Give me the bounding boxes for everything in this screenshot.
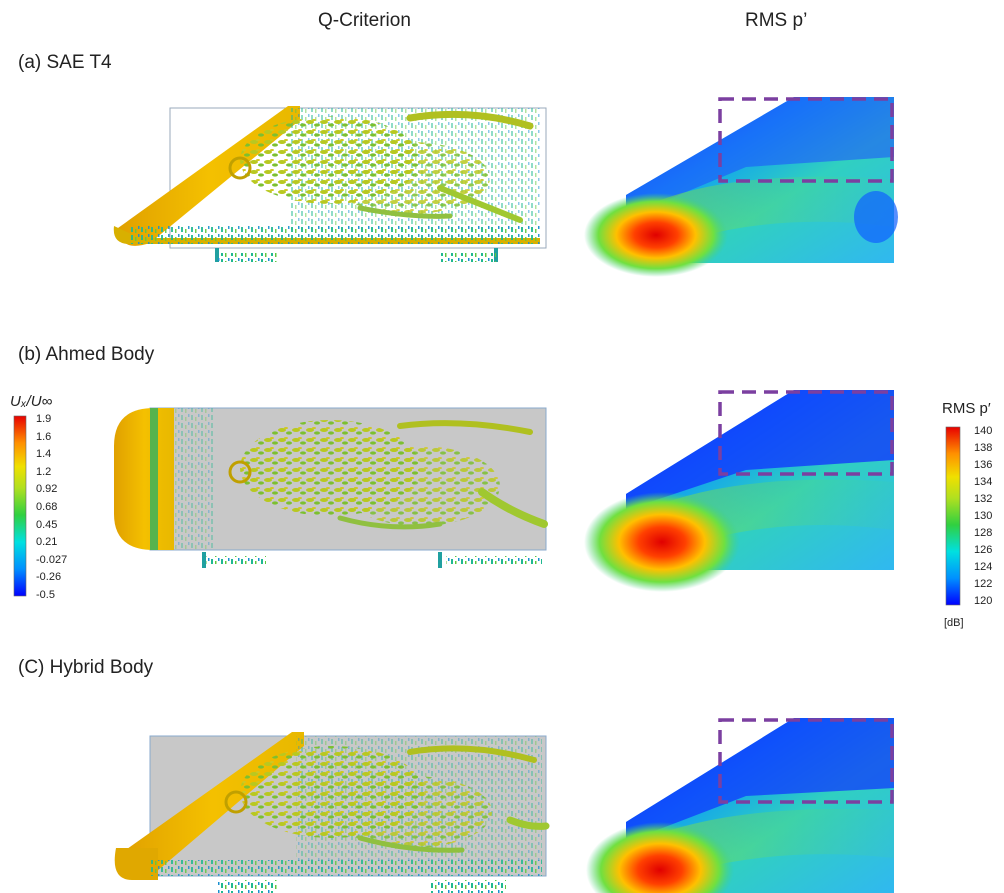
velocity-colorbar-title: Uₓ/U∞ — [10, 393, 53, 410]
velocity-colorbar-tick: -0.5 — [36, 589, 55, 601]
pressure-colorbar-tick: 128 — [974, 527, 993, 539]
rms-pressure-image-ahmed-body — [584, 390, 894, 592]
velocity-colorbar-tick: 0.92 — [36, 483, 58, 496]
velocity-colorbar-tick: -0.26 — [36, 571, 62, 584]
velocity-colorbar-tick: 0.68 — [36, 501, 58, 513]
velocity-colorbar-tick: 1.2 — [36, 465, 52, 478]
column-header-q-criterion: Q-Criterion — [318, 10, 411, 31]
rms-pressure-image-hybrid-body — [586, 718, 894, 893]
q-criterion-image-hybrid-body — [114, 732, 550, 893]
dashed-region-box — [718, 718, 894, 804]
pressure-colorbar-unit: [dB] — [944, 617, 964, 629]
pressure-colorbar-tick: 136 — [974, 459, 993, 471]
pressure-colorbar-tick: 134 — [974, 476, 993, 488]
pressure-colorbar-tick: 120 — [974, 595, 993, 607]
pressure-colorbar — [945, 426, 961, 606]
velocity-colorbar-tick: 1.9 — [36, 413, 52, 425]
pressure-colorbar-tick: 138 — [974, 442, 993, 454]
pressure-colorbar-tick: 132 — [974, 493, 993, 505]
pressure-colorbar-tick: 130 — [974, 510, 993, 522]
pressure-colorbar-tick: 140 — [974, 425, 993, 437]
velocity-colorbar — [13, 415, 27, 597]
dashed-region-box — [718, 390, 894, 476]
pressure-colorbar-tick: 126 — [974, 544, 993, 556]
rms-pressure-image-sae-t4 — [584, 97, 898, 277]
row-label-ahmed-body: (b) Ahmed Body — [18, 344, 155, 365]
column-header-rms-p: RMS p’ — [745, 10, 808, 31]
pressure-colorbar-tick: 124 — [974, 561, 993, 573]
velocity-colorbar-tick: -0.027 — [36, 553, 68, 566]
q-criterion-image-sae-t4 — [113, 106, 547, 262]
q-criterion-image-ahmed-body — [114, 407, 548, 568]
pressure-colorbar-title: RMS p′ — [942, 400, 991, 417]
row-label-sae-t4: (a) SAE T4 — [18, 52, 112, 73]
dashed-region-box — [718, 97, 894, 183]
pressure-colorbar-tick: 122 — [974, 578, 993, 590]
velocity-colorbar-tick: 0.21 — [36, 536, 58, 549]
velocity-colorbar-tick: 1.4 — [36, 448, 52, 461]
row-label-hybrid-body: (C) Hybrid Body — [18, 657, 154, 678]
velocity-colorbar-tick: 1.6 — [36, 430, 52, 443]
velocity-colorbar-tick: 0.45 — [36, 518, 58, 531]
